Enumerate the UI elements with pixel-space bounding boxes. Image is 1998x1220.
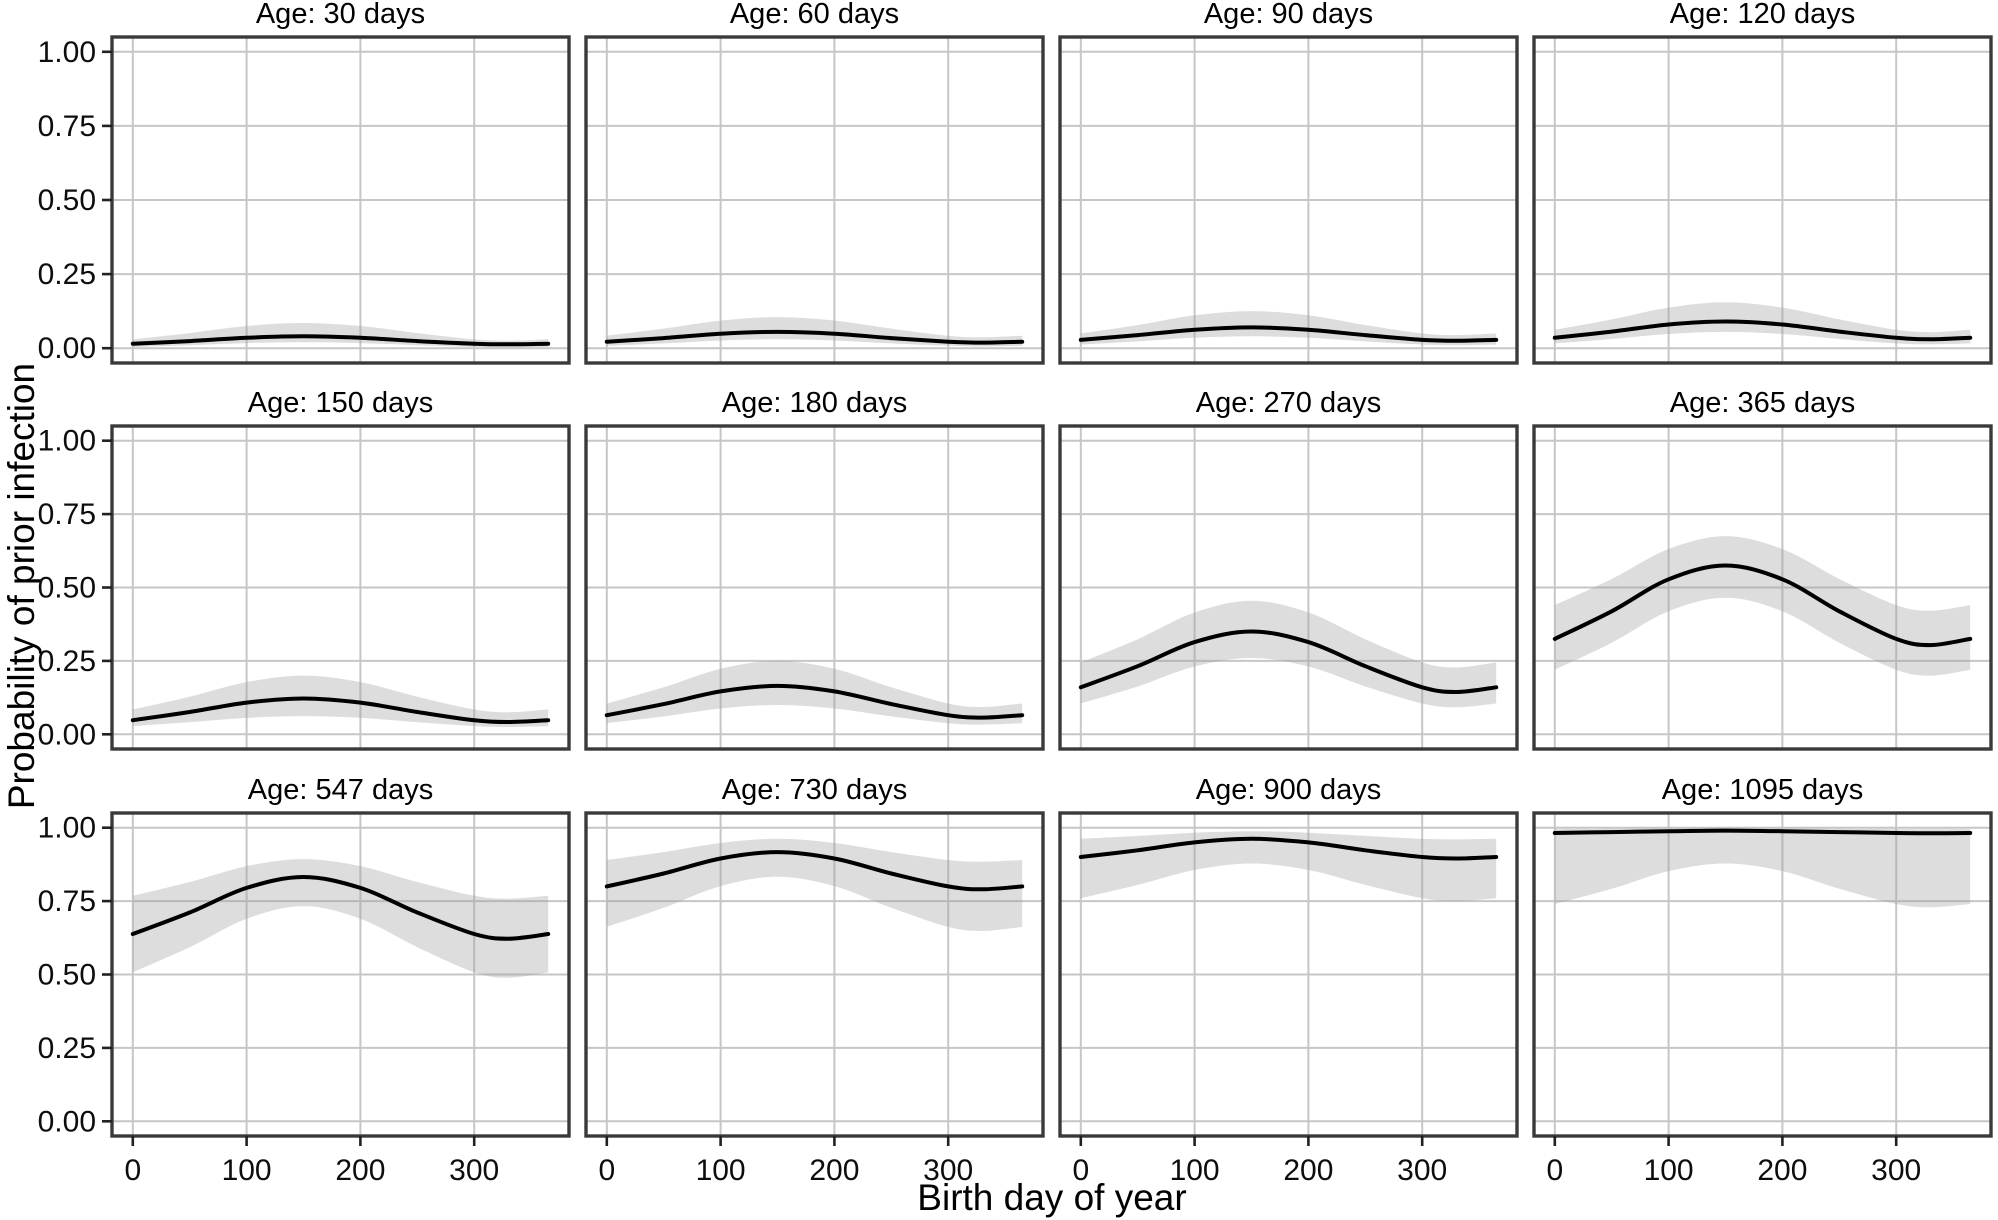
x-tick-label: 300 — [1871, 1154, 1921, 1187]
confidence-band — [1554, 828, 1971, 908]
mean-line — [604, 850, 1025, 892]
panel-border — [1058, 35, 1519, 365]
y-axis-title: Probability of prior infection — [1, 363, 42, 809]
panel-border — [584, 35, 1045, 365]
x-tick-label: 0 — [124, 1154, 141, 1187]
panel-border — [1532, 35, 1993, 365]
panel-border — [1532, 424, 1993, 751]
x-axis-title: Birth day of year — [917, 1177, 1186, 1218]
x-tick-label: 100 — [696, 1154, 746, 1187]
y-tick-label: 0.50 — [38, 184, 96, 217]
facet-title: Age: 150 days — [248, 387, 433, 419]
y-tick-label: 0.00 — [38, 718, 96, 751]
x-tick-label: 200 — [809, 1154, 859, 1187]
y-tick-label: 0.25 — [38, 1032, 96, 1065]
y-tick-label: 0.00 — [38, 1105, 96, 1138]
panel-border — [584, 811, 1045, 1138]
panel-border — [1058, 424, 1519, 751]
facet-title: Age: 547 days — [248, 774, 433, 806]
facet-panels-group: Age: 30 days 1.00 0.75 0.50 0.25 0.00 Age: 60 … — [38, 0, 1993, 1187]
mean-line — [1078, 629, 1499, 695]
mean-line — [604, 329, 1025, 345]
y-tick-label: 0.50 — [38, 959, 96, 992]
facet-title: Age: 60 days — [730, 0, 899, 30]
facet-title: Age: 30 days — [256, 0, 425, 30]
y-tick-label: 0.75 — [38, 110, 96, 143]
x-tick-label: 0 — [1546, 1154, 1563, 1187]
x-tick-label: 300 — [449, 1154, 499, 1187]
facet-title: Age: 365 days — [1670, 387, 1855, 419]
x-tick-label: 300 — [923, 1154, 973, 1187]
y-tick-label: 0.25 — [38, 645, 96, 678]
x-tick-label: 0 — [598, 1154, 615, 1187]
facet-title: Age: 900 days — [1196, 774, 1381, 806]
y-tick-label: 0.50 — [38, 572, 96, 605]
facet-title: Age: 1095 days — [1662, 774, 1864, 806]
facet-panel-age-1095: Age: 1095 days 0 100 200 300 — [1532, 774, 1993, 1187]
confidence-band — [606, 838, 1023, 931]
facet-panel-age-120: Age: 120 days — [1532, 0, 1993, 365]
mean-line — [130, 696, 551, 725]
x-tick-label: 200 — [335, 1154, 385, 1187]
facet-panel-age-60: Age: 60 days — [584, 0, 1045, 365]
mean-line — [604, 683, 1025, 720]
confidence-band — [1080, 600, 1497, 708]
y-tick-label: 1.00 — [38, 36, 96, 69]
mean-line — [1078, 325, 1499, 343]
x-tick-label: 100 — [1644, 1154, 1694, 1187]
facet-panel-age-150: Age: 150 days 1.00 0.75 0.50 0.25 0.00 — [38, 387, 571, 751]
facet-title: Age: 120 days — [1670, 0, 1855, 30]
panel-border — [584, 424, 1045, 751]
mean-line — [130, 874, 551, 941]
facet-panel-age-730: Age: 730 days 0 100 200 300 — [584, 774, 1045, 1187]
y-tick-label: 0.75 — [38, 498, 96, 531]
confidence-band — [1080, 831, 1497, 902]
mean-line — [1552, 319, 1973, 342]
facet-panel-age-180: Age: 180 days — [584, 387, 1045, 751]
x-tick-label: 100 — [1170, 1154, 1220, 1187]
mean-line — [130, 334, 551, 347]
confidence-band — [1554, 536, 1971, 676]
facet-title: Age: 270 days — [1196, 387, 1381, 419]
y-tick-label: 0.25 — [38, 258, 96, 291]
facet-panel-age-30: Age: 30 days 1.00 0.75 0.50 0.25 0.00 — [38, 0, 571, 365]
facet-panel-age-900: Age: 900 days 0 100 200 300 — [1058, 774, 1519, 1187]
facet-title: Age: 90 days — [1204, 0, 1373, 30]
panel-border — [1532, 811, 1993, 1138]
y-tick-label: 0.00 — [38, 332, 96, 365]
y-tick-label: 0.75 — [38, 885, 96, 918]
confidence-band — [132, 859, 549, 978]
x-tick-label: 200 — [1757, 1154, 1807, 1187]
y-tick-label: 1.00 — [38, 812, 96, 845]
facet-title: Age: 730 days — [722, 774, 907, 806]
facet-panel-age-365: Age: 365 days — [1532, 387, 1993, 751]
x-tick-label: 0 — [1072, 1154, 1089, 1187]
x-tick-label: 300 — [1397, 1154, 1447, 1187]
facet-panel-age-270: Age: 270 days — [1058, 387, 1519, 751]
y-tick-label: 1.00 — [38, 425, 96, 458]
x-tick-label: 200 — [1283, 1154, 1333, 1187]
x-tick-label: 100 — [222, 1154, 272, 1187]
mean-line — [1078, 836, 1499, 861]
mean-line — [1552, 563, 1973, 648]
facet-title: Age: 180 days — [722, 387, 907, 419]
facet-panel-age-547: Age: 547 days 1.00 0.75 0.50 0.25 0.00 0 100 200… — [38, 774, 571, 1187]
mean-line — [1552, 828, 1973, 836]
facet-panel-age-90: Age: 90 days — [1058, 0, 1519, 365]
panel-border — [1058, 811, 1519, 1138]
